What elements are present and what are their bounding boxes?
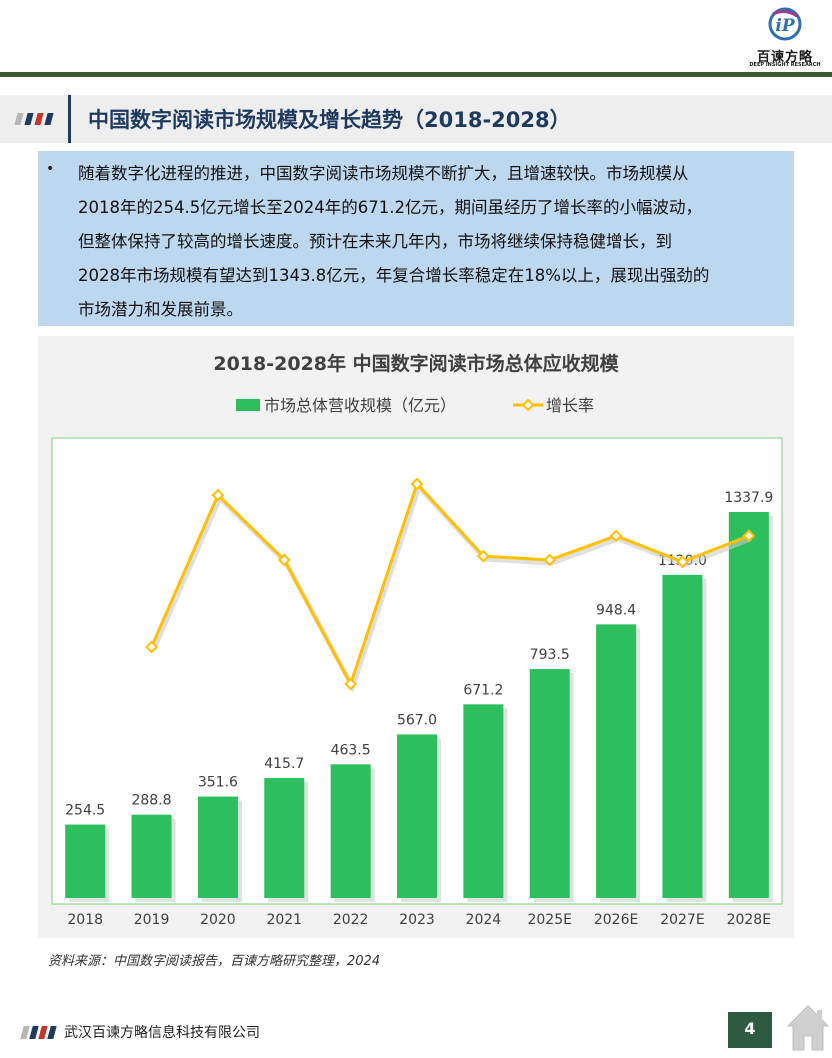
- bar-value-label: 415.7: [264, 756, 304, 772]
- x-tick-label: 2018: [67, 912, 103, 928]
- growth-rate-point: [543, 553, 557, 567]
- summary-box: • 随着数字化进程的推进，中国数字阅读市场规模不断扩大，且增速较快。市场规模从 …: [38, 151, 794, 326]
- logo-name: 百谏方略: [756, 50, 813, 65]
- x-tick-label: 2028E: [727, 912, 771, 928]
- bar-value-label: 288.8: [131, 793, 171, 809]
- legend-bar-swatch: [236, 399, 260, 411]
- brand-logo: iP 百谏方略 DEEP INSIGHT RESEARCH: [745, 4, 825, 70]
- bar-value-label: 793.5: [530, 647, 570, 663]
- source-note: 资料来源：中国数字阅读报告，百谏方略研究整理，2024: [48, 954, 381, 969]
- x-tick-label: 2025E: [527, 912, 571, 928]
- growth-rate-point: [476, 549, 490, 563]
- bar-2027E: [662, 574, 703, 898]
- bar-2024: [463, 704, 504, 898]
- logo-subtext: DEEP INSIGHT RESEARCH: [749, 62, 821, 68]
- x-tick-label: 2026E: [594, 912, 638, 928]
- bar-2026E: [596, 624, 637, 898]
- growth-rate-point: [277, 553, 291, 567]
- summary-line: 2018年的254.5亿元增长至2024年的671.2亿元，期间虽经历了增长率的…: [78, 198, 702, 217]
- chart-panel: 2018-2028年 中国数字阅读市场总体应收规模 市场总体营收规模（亿元） 增…: [38, 336, 794, 938]
- bar-2021: [264, 778, 305, 898]
- x-tick-label: 2022: [333, 912, 369, 928]
- growth-rate-line: [150, 481, 750, 688]
- x-tick-label: 2021: [266, 912, 302, 928]
- bar-value-label: 1337.9: [724, 490, 773, 506]
- summary-text: 随着数字化进程的推进，中国数字阅读市场规模不断扩大，且增速较快。市场规模从 20…: [78, 157, 784, 327]
- title-band: 中国数字阅读市场规模及增长趋势（2018-2028）: [0, 95, 832, 143]
- summary-line: 市场潜力和发展前景。: [78, 300, 243, 319]
- bar-2018: [65, 824, 106, 898]
- x-tick-label: 2024: [466, 912, 502, 928]
- logo-mark: iP: [775, 16, 795, 36]
- summary-line: 随着数字化进程的推进，中国数字阅读市场规模不断扩大，且增速较快。市场规模从: [78, 164, 689, 183]
- bar-2025E: [529, 669, 570, 898]
- legend-line-marker: [521, 398, 535, 412]
- revenue-growth-chart: 2018-2028年 中国数字阅读市场总体应收规模 市场总体营收规模（亿元） 增…: [51, 352, 783, 928]
- bar-2028E: [728, 512, 769, 898]
- growth-rate-point: [145, 640, 158, 654]
- growth-rate-point: [609, 529, 623, 543]
- page-number-box: 4: [728, 1012, 772, 1048]
- bullet-marker: •: [46, 161, 55, 177]
- summary-line: 2028年市场规模有望达到1343.8亿元，年复合增长率稳定在18%以上，展现出…: [78, 266, 710, 285]
- summary-line: 但整体保持了较高的增长速度。预计在未来几年内，市场将继续保持稳健增长，到: [78, 232, 672, 251]
- bar-value-label: 463.5: [331, 742, 371, 758]
- growth-rate-point: [410, 477, 424, 491]
- bar-2020: [197, 796, 238, 898]
- footer-company: 武汉百谏方略信息科技有限公司: [64, 1025, 260, 1041]
- home-icon[interactable]: [784, 1000, 832, 1058]
- x-tick-label: 2027E: [660, 912, 704, 928]
- bar-value-label: 567.0: [397, 712, 437, 728]
- growth-rate-point: [211, 488, 225, 502]
- growth-rate-point: [742, 529, 756, 543]
- bar-value-label: 254.5: [65, 803, 105, 819]
- page-title: 中国数字阅读市场规模及增长趋势（2018-2028）: [88, 108, 571, 132]
- bar-2023: [397, 734, 437, 898]
- legend: 市场总体营收规模（亿元） 增长率: [236, 396, 594, 415]
- growth-rate-point: [676, 555, 689, 569]
- bar-value-label: 671.2: [463, 682, 503, 698]
- legend-line-label: 增长率: [546, 396, 594, 415]
- brand-logo-icon: iP: [768, 7, 802, 41]
- bar-2022: [330, 764, 371, 898]
- x-tick-label: 2020: [200, 912, 236, 928]
- legend-bar-label: 市场总体营收规模（亿元）: [264, 396, 456, 415]
- header-rule: [0, 72, 832, 77]
- x-tick-label: 2023: [399, 912, 435, 928]
- bar-value-label: 948.4: [596, 602, 636, 618]
- bar-value-label: 351.6: [198, 775, 238, 791]
- page-number: 4: [744, 1019, 756, 1038]
- bar-2019: [131, 814, 172, 898]
- title-divider: [68, 95, 71, 143]
- x-tick-label: 2019: [134, 912, 170, 928]
- chart-title: 2018-2028年 中国数字阅读市场总体应收规模: [213, 352, 619, 375]
- growth-rate-point: [344, 677, 358, 691]
